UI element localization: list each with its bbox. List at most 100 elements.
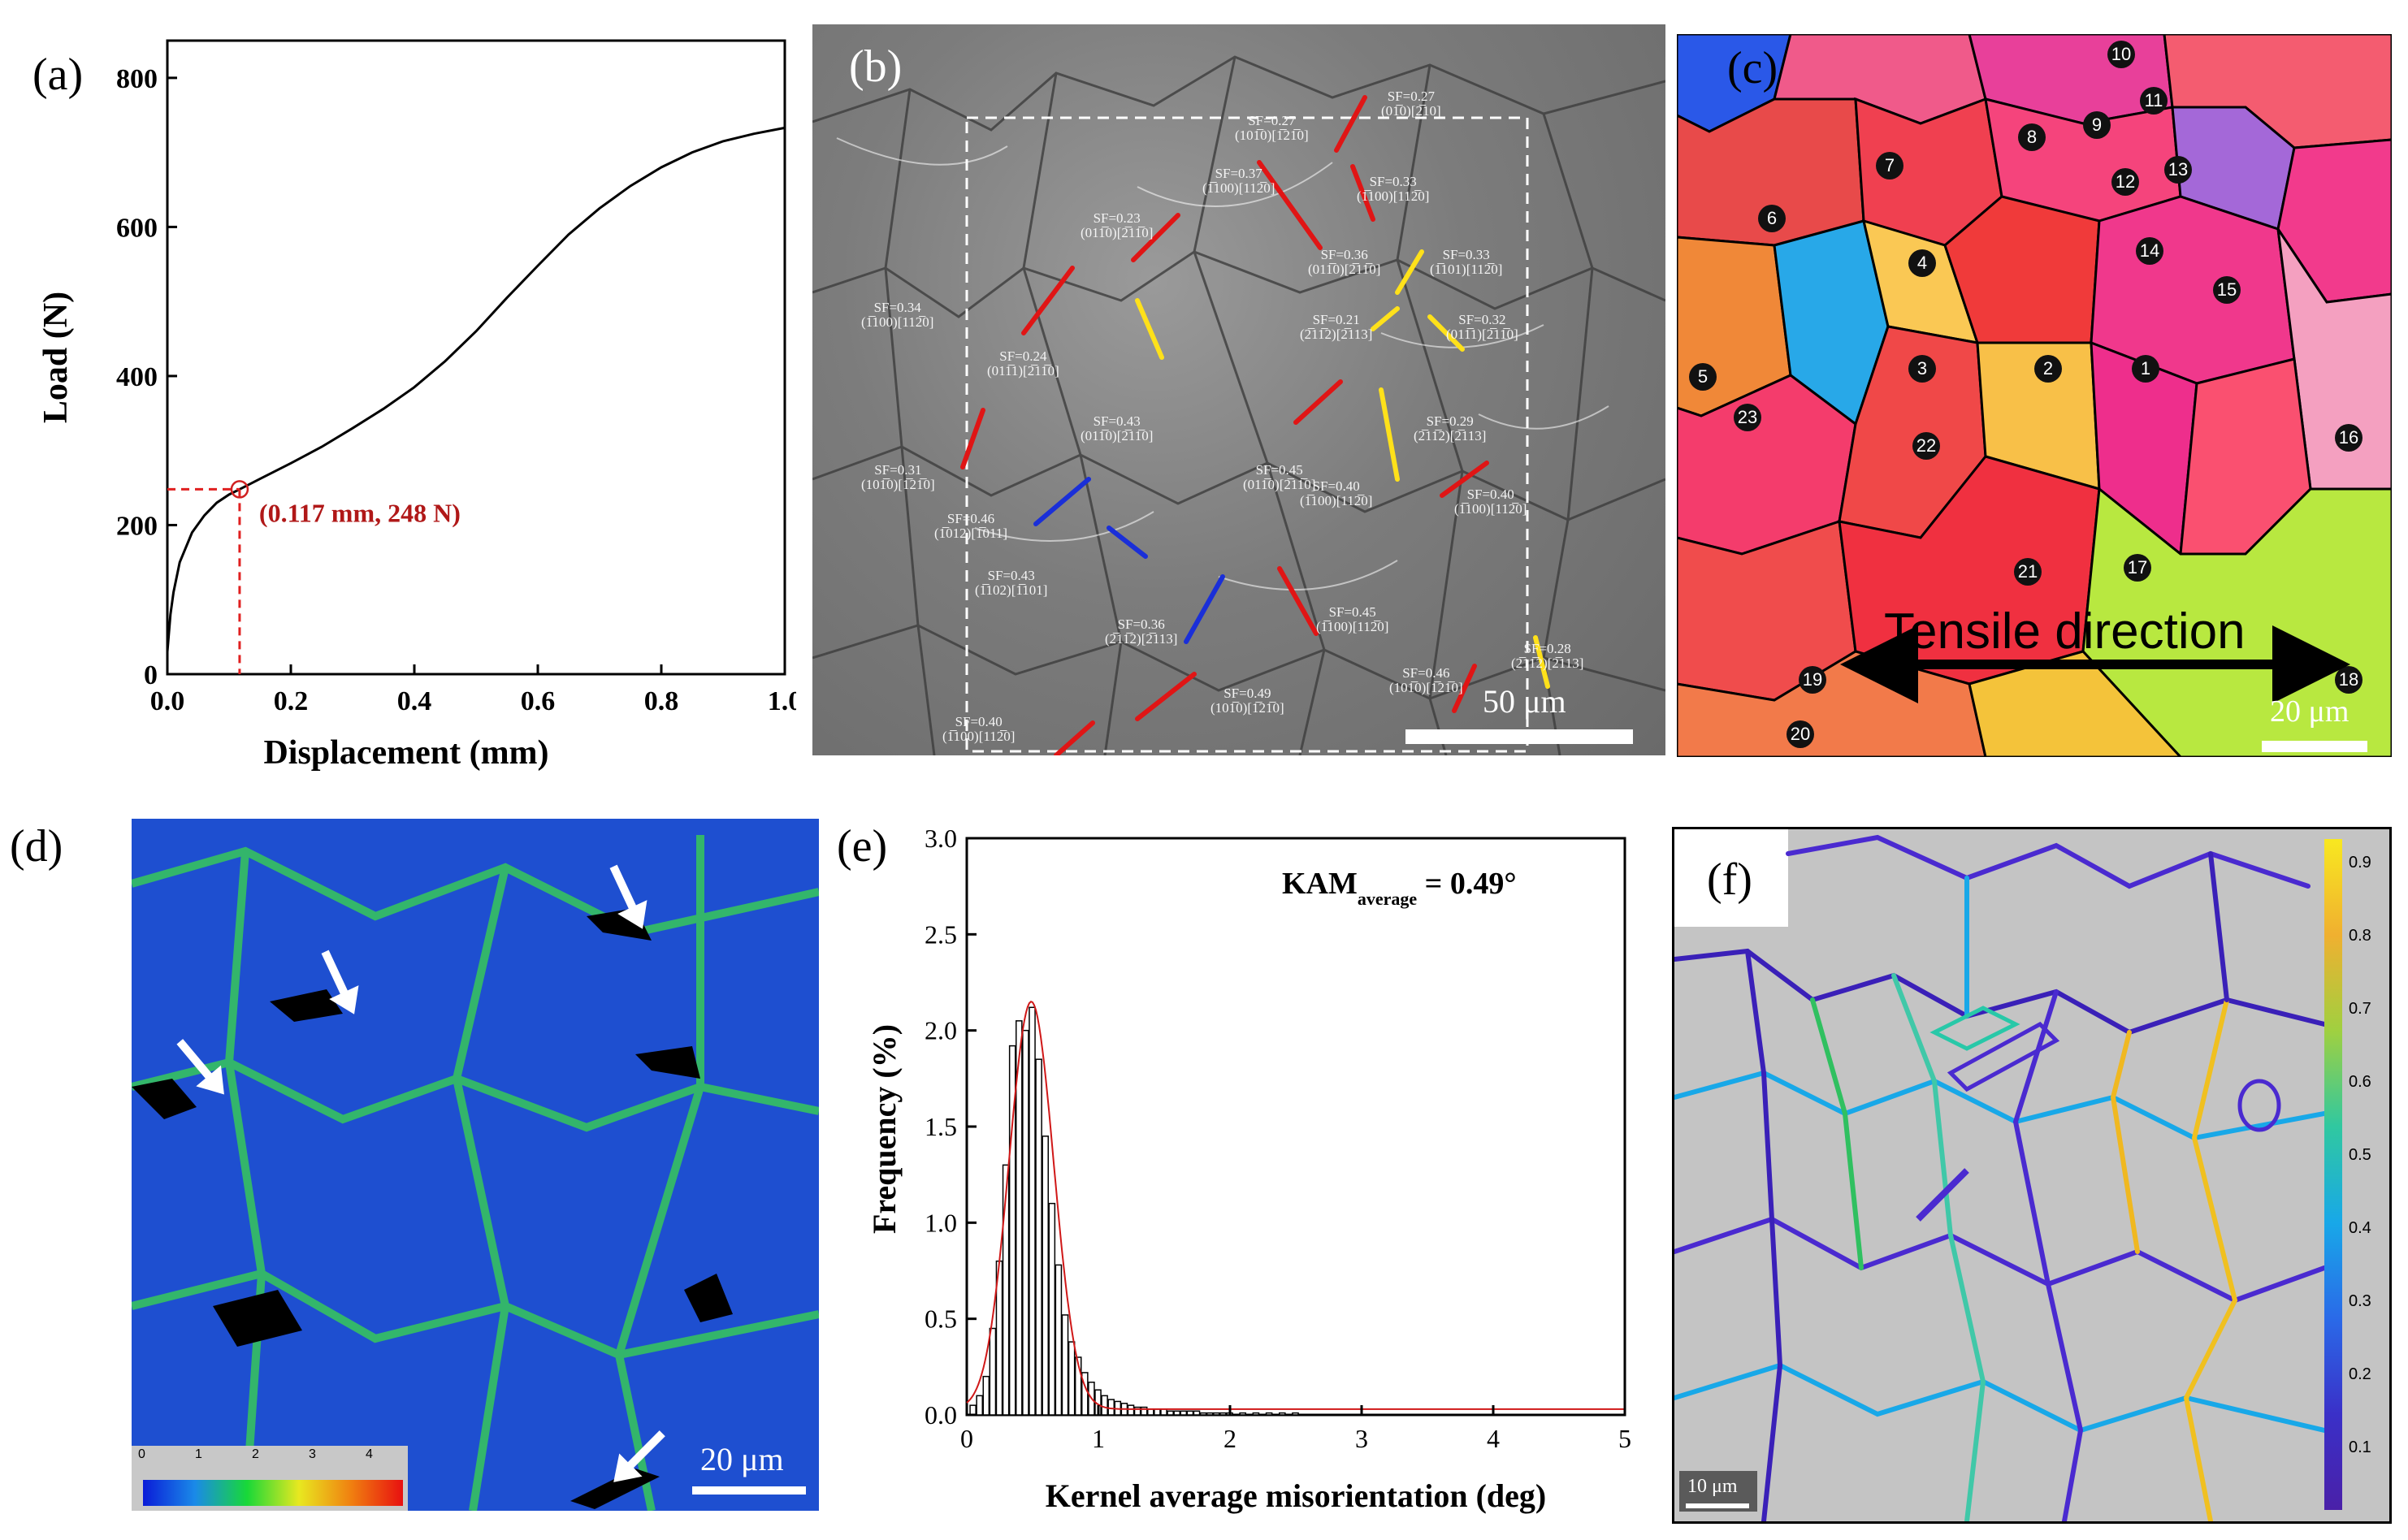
histogram-bar [1140, 1406, 1148, 1416]
misorientation-colorbar-tick: 0.4 [2349, 1219, 2371, 1237]
grain-number: 20 [1787, 720, 1814, 748]
histogram-bar [1101, 1395, 1108, 1416]
panel-label-a: (a) [32, 50, 83, 100]
histogram-bar [1199, 1412, 1207, 1416]
misorientation-colorbar [2324, 839, 2342, 1510]
schmid-factor-label: SF=0.49 (101̅0)[1̅21̅0] [1210, 686, 1284, 716]
grain-number: 6 [1758, 205, 1786, 232]
x-axis-label-e: Kernel average misorientation (deg) [1046, 1477, 1547, 1514]
y-tick-label-e: 2.0 [925, 1016, 957, 1045]
histogram-bar [1219, 1412, 1227, 1416]
panel-label-f: (f) [1707, 854, 1752, 905]
histogram-bar [1160, 1408, 1167, 1416]
histogram-bar [1035, 1058, 1042, 1416]
misorientation-colorbar-tick: 0.1 [2349, 1438, 2371, 1456]
x-tick-label-a: 0.8 [644, 686, 679, 716]
misorientation-colorbar-tick: 0.6 [2349, 1073, 2371, 1091]
schmid-factor-label: SF=0.37 (1̅100)[112̅0] [1202, 166, 1275, 196]
kam-histogram-chart: (e) 0.0 0.5 1.0 1.5 2.0 2.5 3.0 0 1 2 3 4 5 Kernel … [837, 821, 1631, 1514]
histogram-bar [1061, 1314, 1069, 1416]
misorientation-colorbar-tick: 0.7 [2349, 1000, 2371, 1018]
grain-number: 17 [2124, 554, 2151, 582]
boundary-map-f: (f) 10 μm 0.9 0.8 0.7 0.6 0.5 0.4 0.3 0.2 0.1 [1672, 827, 2392, 1524]
x-tick-label-a: 0.6 [521, 686, 556, 716]
white-arrow-icon [609, 864, 647, 929]
schmid-factor-label: SF=0.43 (1̅102)[1̅101] [975, 568, 1048, 598]
histogram-bar [982, 1375, 990, 1416]
x-tick-label-e: 5 [1618, 1424, 1631, 1453]
kam-map-d: 20 μm 0 1 2 3 4 [132, 819, 819, 1511]
grain-number: 13 [2164, 156, 2192, 184]
histogram-bar [1193, 1410, 1201, 1416]
x-tick-label-e: 3 [1355, 1424, 1368, 1453]
schmid-factor-label: SF=0.24 (011̅1)[2̅11̅0] [987, 348, 1059, 379]
tensile-arrow [1840, 625, 2350, 703]
schmid-factor-label: SF=0.46 (1̅012)[1̅011] [934, 511, 1008, 541]
kam-colorbar-tick: 0 [138, 1447, 145, 1461]
sem-grain-boundaries [812, 55, 1665, 755]
load-displacement-chart: (a) 0 200 400 600 800 0.0 0.2 0.4 0.6 0.8 1.0 Dis… [32, 39, 802, 772]
schmid-factor-label: SF=0.40 (1̅100)[112̅0] [942, 714, 1016, 744]
y-tick-label-e: 1.5 [925, 1112, 957, 1141]
scale-bar-b [1405, 729, 1633, 744]
ipf-map-c: (c) 10 11 9 8 7 12 13 6 14 4 15 5 3 2 1 23 22 16 21 17 19 18 2… [1677, 34, 2392, 757]
x-tick-label-a: 0.2 [274, 686, 309, 716]
histogram-bar [1002, 1164, 1010, 1416]
y-axis-label-a: Load (N) [37, 292, 75, 423]
grain-number: 21 [2014, 558, 2042, 586]
scale-bar-c [2262, 741, 2367, 752]
schmid-factor-label: SF=0.40 (1̅100)[112̅0] [1300, 478, 1373, 508]
kam-average-label: KAMaverage = 0.49° [1282, 867, 1517, 909]
grain-number: 15 [2213, 276, 2241, 304]
grain-number: 4 [1908, 249, 1936, 277]
region-of-interest-box [965, 116, 1529, 753]
histogram-bar [1008, 1045, 1016, 1416]
schmid-factor-label: SF=0.34 (1̅100)[112̅0] [861, 300, 934, 330]
scale-label-c: 20 μm [2270, 694, 2350, 729]
kam-colorbar-tick: 1 [195, 1447, 202, 1461]
grain-number: 2 [2034, 355, 2062, 383]
x-tick-label-e: 0 [960, 1424, 973, 1453]
misorientation-colorbar-tick: 0.2 [2349, 1365, 2371, 1383]
histogram-bar [1213, 1412, 1220, 1416]
x-tick-label-e: 4 [1487, 1424, 1500, 1453]
load-curve [166, 126, 786, 652]
schmid-factor-label: SF=0.32 (011̅1)[2̅11̅0] [1446, 312, 1518, 342]
label-bg-f [1674, 829, 1788, 927]
misorientation-colorbar-tick: 0.5 [2349, 1146, 2371, 1164]
y-tick-label-a: 200 [116, 511, 158, 541]
tensile-direction-label: Tensile direction [1884, 603, 2246, 660]
scale-bar-f [1686, 1503, 1749, 1508]
x-tick-label-a: 1.0 [768, 686, 796, 716]
grain-number: 5 [1689, 363, 1717, 391]
grain-number: 10 [2107, 41, 2135, 68]
schmid-factor-label: SF=0.27 (01̅0)[2̅10] [1381, 89, 1441, 119]
histogram-bar [1239, 1412, 1246, 1416]
kam-colorbar-gradient [143, 1480, 403, 1506]
x-tick-label-e: 1 [1092, 1424, 1105, 1453]
panel-label-c: (c) [1727, 43, 1778, 93]
grain-number: 3 [1908, 355, 1936, 383]
kam-colorbar-ticks: 0 1 2 3 4 [138, 1447, 398, 1464]
misorientation-colorbar-tick: 0.3 [2349, 1292, 2371, 1310]
grain-number: 22 [1912, 432, 1940, 460]
white-arrow-icon [176, 1039, 224, 1095]
schmid-factor-label: SF=0.33 (1̅100)[112̅0] [1357, 174, 1430, 204]
histogram-bar [1279, 1412, 1286, 1416]
panel-label-b: (b) [849, 41, 903, 92]
grain-number: 16 [2335, 424, 2363, 452]
grain-number: 12 [2111, 168, 2139, 196]
grain-number: 19 [1799, 666, 1826, 694]
panel-label-d: (d) [10, 821, 63, 872]
y-tick-label-a: 800 [116, 64, 158, 94]
scale-label-b: 50 μm [1483, 683, 1566, 720]
histogram-bar [1147, 1408, 1154, 1416]
misorientation-colorbar-tick: 0.8 [2349, 927, 2371, 945]
gaussian-fit-curve [966, 1001, 1625, 1410]
histogram-bar [976, 1395, 983, 1416]
scale-label-d: 20 μm [700, 1441, 784, 1477]
histogram-bar [1022, 1029, 1029, 1416]
schmid-factor-label: SF=0.40 (1̅100)[112̅0] [1454, 487, 1527, 517]
white-arrow-icon [321, 950, 359, 1014]
plot-frame-a [166, 39, 786, 676]
